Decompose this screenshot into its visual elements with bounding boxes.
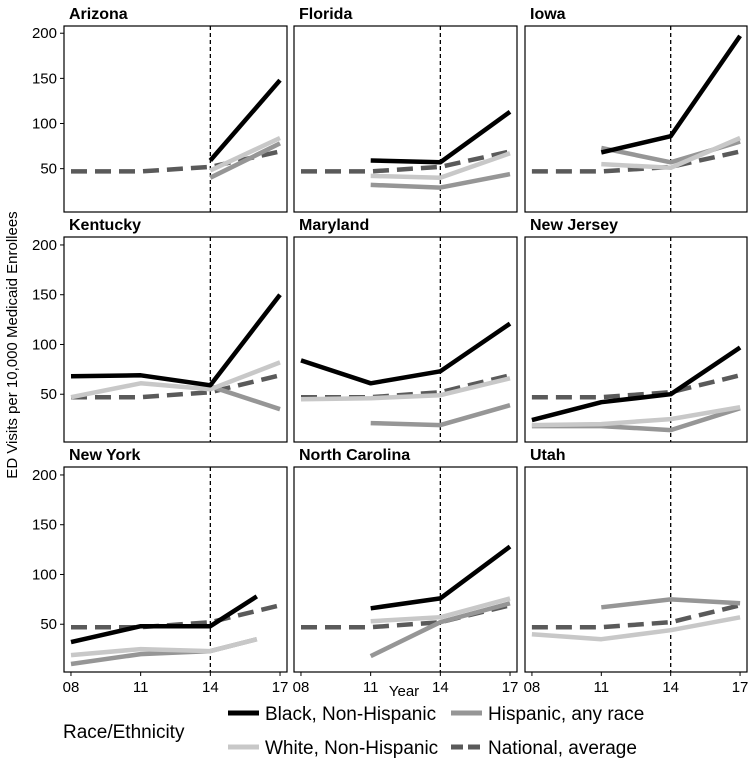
x-tick-label-utah-8: 08 — [524, 679, 541, 696]
series-line-black-kentucky — [70, 293, 282, 388]
legend-label-hispanic: Hispanic, any race — [488, 704, 644, 725]
series-line-white-new-york — [70, 637, 258, 658]
panel-frame-florida — [293, 25, 518, 213]
panel-iowa: Iowa — [524, 6, 748, 213]
legend-label-national: National, average — [488, 738, 637, 759]
series-line-black-iowa — [600, 34, 742, 155]
panel-title-north-carolina: North Carolina — [299, 447, 410, 464]
y-tick-label-kentucky-50: 50 — [40, 386, 57, 403]
x-tick-label-north-carolina-11: 11 — [363, 679, 379, 696]
panel-frame-new-york — [63, 466, 288, 673]
panel-frame-kentucky — [63, 236, 288, 443]
panel-frame-new-jersey — [524, 236, 748, 443]
panel-title-arizona: Arizona — [69, 6, 128, 23]
y-tick-label-arizona-100: 100 — [32, 116, 57, 133]
y-axis-label: ED Visits per 10,000 Medicaid Enrollees — [4, 211, 21, 478]
series-line-white-north-carolina — [370, 596, 511, 624]
series-line-white-arizona — [209, 135, 281, 173]
series-line-white-utah — [531, 615, 741, 642]
x-tick-label-utah-11: 11 — [594, 679, 610, 696]
panel-maryland: Maryland — [293, 217, 518, 443]
y-tick-label-arizona-50: 50 — [40, 161, 57, 178]
y-tick-label-new-york-200: 200 — [32, 467, 57, 484]
y-tick-label-new-york-50: 50 — [40, 616, 57, 633]
panel-title-utah: Utah — [530, 447, 566, 464]
series-line-hispanic-utah — [601, 597, 741, 610]
series-line-white-iowa — [601, 135, 741, 171]
panel-kentucky: Kentucky 50 100 150 200 — [32, 217, 288, 443]
series-line-national-iowa — [531, 149, 741, 174]
panel-title-florida: Florida — [299, 6, 352, 23]
panel-frame-utah — [524, 466, 748, 673]
y-tick-label-new-york-150: 150 — [32, 517, 57, 534]
series-line-hispanic-arizona — [209, 141, 281, 180]
panel-frame-iowa — [524, 25, 748, 213]
series-line-national-kentucky — [71, 373, 281, 400]
series-line-hispanic-kentucky — [209, 384, 281, 412]
series-line-black-new-jersey — [531, 345, 742, 423]
series-line-white-maryland — [300, 376, 511, 402]
y-tick-label-kentucky-100: 100 — [32, 336, 57, 353]
series-line-hispanic-maryland — [370, 403, 511, 428]
x-tick-label-north-carolina-8: 08 — [293, 679, 310, 696]
x-tick-label-new-york-8: 08 — [63, 679, 80, 696]
series-line-white-new-jersey — [531, 404, 741, 428]
panel-frame-maryland — [293, 236, 518, 443]
y-tick-label-kentucky-200: 200 — [32, 237, 57, 254]
panel-title-maryland: Maryland — [299, 217, 369, 234]
panel-utah: Utah 08 11 14 17 — [524, 447, 749, 696]
series-line-national-florida — [301, 149, 511, 174]
x-tick-label-new-york-11: 11 — [133, 679, 149, 696]
series-line-white-florida — [370, 151, 511, 180]
x-tick-label-utah-17: 17 — [732, 679, 749, 696]
panel-title-kentucky: Kentucky — [69, 217, 141, 234]
y-tick-label-new-york-100: 100 — [32, 566, 57, 583]
x-tick-label-north-carolina-17: 17 — [502, 679, 519, 696]
legend-label-white: White, Non-Hispanic — [265, 738, 438, 759]
legend: Black, Non-Hispanic Hispanic, any race Whi… — [228, 704, 644, 759]
series-line-black-new-york — [70, 594, 259, 645]
panel-arizona: Arizona 50 100 150 200 — [32, 6, 288, 213]
y-tick-label-kentucky-150: 150 — [32, 287, 57, 304]
series-line-national-utah — [531, 603, 741, 630]
series-line-black-maryland — [300, 321, 512, 386]
series-line-white-kentucky — [70, 360, 281, 400]
series-line-national-new-york — [71, 603, 281, 630]
series-line-black-north-carolina — [370, 544, 512, 611]
panel-new-jersey: New Jersey — [524, 217, 748, 443]
panel-north-carolina: North Carolina 08 11 14 17 — [293, 447, 519, 696]
y-tick-label-arizona-150: 150 — [32, 70, 57, 87]
y-tick-label-arizona-200: 200 — [32, 25, 57, 42]
x-tick-label-new-york-14: 14 — [202, 679, 219, 696]
series-line-black-florida — [370, 109, 512, 165]
series-line-black-arizona — [208, 78, 282, 162]
panel-new-york: New York 50 100 150 200 08 11 14 17 — [32, 447, 288, 696]
x-tick-label-north-carolina-14: 14 — [432, 679, 449, 696]
x-axis-label: Year — [389, 683, 419, 700]
x-tick-label-new-york-17: 17 — [272, 679, 289, 696]
series-line-national-new-jersey — [531, 373, 741, 400]
series-line-hispanic-florida — [370, 171, 511, 190]
series-line-hispanic-north-carolina — [369, 601, 511, 659]
panel-title-new-jersey: New Jersey — [530, 217, 618, 234]
panel-florida: Florida — [293, 6, 518, 213]
panel-frame-arizona — [63, 25, 288, 213]
panel-title-iowa: Iowa — [530, 6, 566, 23]
x-tick-label-utah-14: 14 — [662, 679, 679, 696]
legend-label-black: Black, Non-Hispanic — [265, 704, 436, 725]
legend-title: Race/Ethnicity — [63, 722, 185, 743]
panels-group: Arizona 50 100 150 200 Florida Iowa Kentucky 50 1… — [32, 6, 748, 696]
panel-title-new-york: New York — [69, 447, 141, 464]
panel-frame-north-carolina — [293, 466, 518, 673]
